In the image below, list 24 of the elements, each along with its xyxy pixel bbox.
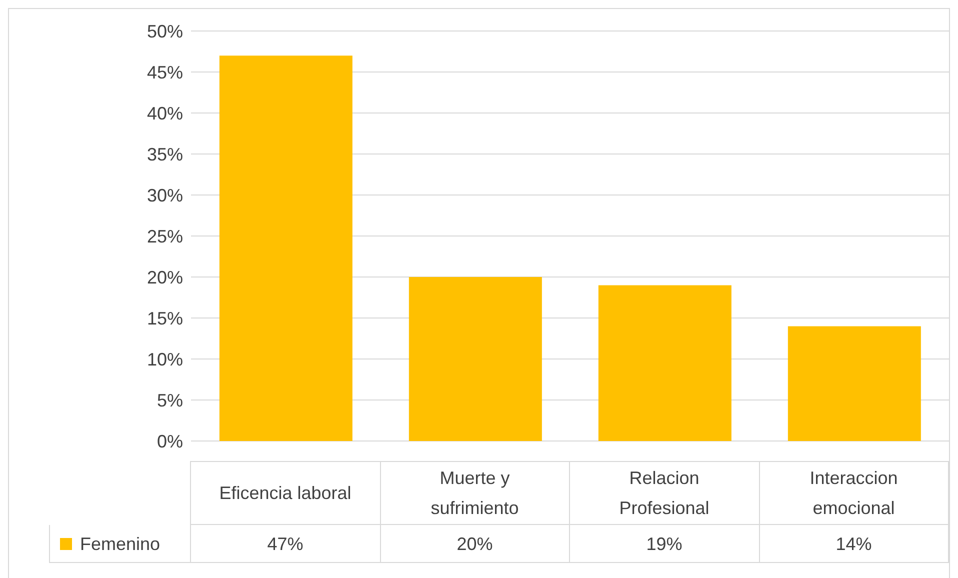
y-tick-label: 30% (146, 185, 183, 206)
bar (598, 285, 732, 441)
x-tick-label: Eficencia laboral (191, 461, 380, 525)
y-tick-label: 10% (146, 349, 183, 370)
data-label: 14% (760, 525, 949, 563)
legend-label: Femenino (80, 532, 160, 556)
bar (788, 326, 921, 441)
y-tick-label: 15% (146, 308, 183, 328)
y-tick-label: 35% (146, 144, 183, 164)
y-tick-label: 0% (156, 431, 183, 452)
x-tick-label: Relacion Profesional (570, 461, 760, 525)
data-label: 47% (191, 525, 380, 563)
data-label: 20% (380, 525, 570, 563)
x-tick-label: Muerte y sufrimiento (380, 461, 570, 525)
y-tick-label: 20% (146, 267, 183, 288)
y-tick-label: 40% (146, 103, 183, 124)
y-tick-label: 5% (156, 390, 183, 410)
bar (219, 56, 352, 441)
y-tick-label: 25% (146, 226, 183, 246)
data-label: 19% (570, 525, 760, 563)
y-tick-label: 50% (146, 21, 183, 42)
y-tick-label: 45% (146, 62, 183, 82)
x-tick-label: Interaccion emocional (760, 461, 949, 525)
bar (408, 277, 542, 441)
